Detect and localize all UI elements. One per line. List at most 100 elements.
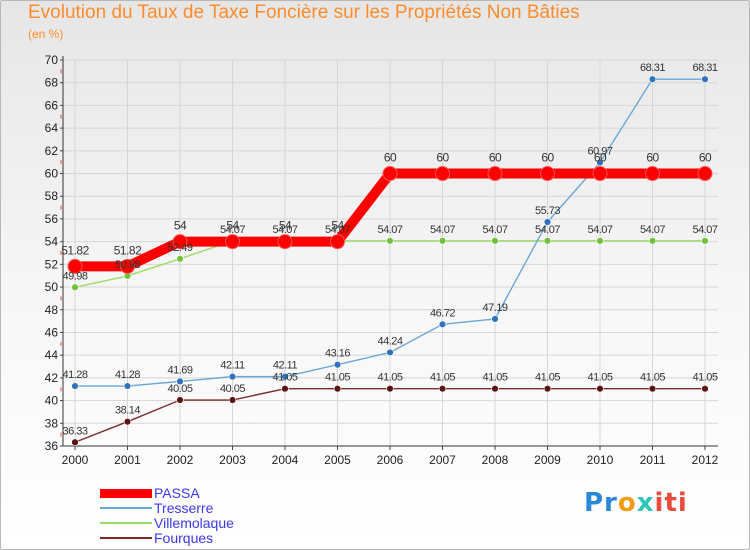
point-fourques-2007 [438,384,447,393]
data-label-fourques-2010: 41.05 [587,372,612,384]
logo-part-4: iti [654,488,688,518]
data-label-tresserre-2002: 41.69 [167,364,192,376]
legend-label-fourques: Fourques [154,530,214,546]
point-tresserre-2009 [543,218,552,226]
x-tick-label-2001: 2001 [114,453,141,467]
point-fourques-2006 [386,384,394,393]
point-fourques-2012 [701,384,709,393]
point-passa-2006 [382,166,398,182]
data-label-tresserre-2006: 44.24 [377,335,402,347]
point-fourques-2008 [491,384,499,393]
data-label-tresserre-2012: 68.31 [692,62,717,74]
data-label-fourques-2002: 40.05 [167,383,192,395]
data-label-passa-2003: 54 [226,219,239,233]
point-fourques-2004 [281,384,289,393]
data-label-villemolaque-2010: 54.07 [587,224,612,236]
data-label-villemolaque-2007: 54.07 [430,224,455,236]
x-tick-label-2004: 2004 [272,453,299,467]
point-villemolaque-2011 [648,237,657,245]
x-tick-label-2012: 2012 [692,453,719,467]
y-axis-ticks: 36 38 40 42 44 46 48 50 52 54 56 58 60 62 64 66 68 70 [45,53,63,453]
x-tick-label-2005: 2005 [324,453,351,467]
y-tick-label-62: 62 [45,144,59,158]
legend-label-passa: PASSA [154,485,200,501]
point-fourques-2001 [123,418,132,426]
data-label-villemolaque-2002: 52.49 [167,242,192,254]
point-fourques-2000 [71,438,79,446]
data-label-fourques-2008: 41.05 [482,372,507,384]
data-label-passa-2012: 60 [699,151,712,165]
point-fourques-2011 [648,384,657,393]
y-tick-label-58: 58 [45,189,59,203]
data-label-passa-2004: 54 [279,219,292,233]
point-villemolaque-2007 [438,237,447,245]
data-label-tresserre-2003: 42.11 [220,360,245,372]
data-label-fourques-2001: 38.14 [115,405,140,417]
point-tresserre-2007 [438,320,447,328]
y-tick-label-44: 44 [45,348,59,362]
data-label-fourques-2005: 41.05 [325,372,350,384]
point-villemolaque-2009 [543,237,552,245]
point-villemolaque-2006 [386,237,394,245]
point-passa-2007 [435,166,450,182]
point-villemolaque-2012 [701,237,709,245]
point-passa-2000 [67,258,83,274]
point-tresserre-2008 [491,315,499,323]
y-tick-label-56: 56 [45,212,59,226]
x-tick-label-2007: 2007 [429,453,456,467]
point-passa-2012 [697,166,713,182]
legend-swatch-villemolaque [100,522,152,524]
x-axis-ticks: 2000 2001 2002 2003 2004 2005 2006 2007 2008 2009… [62,446,719,467]
y-tick-label-38: 38 [45,416,59,430]
point-tresserre-2012 [701,75,709,83]
y-tick-label-70: 70 [45,53,59,67]
x-tick-label-2010: 2010 [587,453,614,467]
data-label-villemolaque-2005: 54.07 [325,224,350,236]
data-label-villemolaque-2001: 50.98 [115,259,140,271]
proxiti-logo: Proxiti [584,488,688,518]
chart-title: Evolution du Taux de Taxe Foncière sur l… [28,2,580,23]
data-labels-layer: 51.82 51.82 54 54 54 54 60 60 60 60 60 60 60 41.28 41.… [61,62,718,437]
data-label-villemolaque-2004: 54.07 [272,224,297,236]
y-tick-label-50: 50 [45,280,59,294]
data-label-tresserre-2008: 47.19 [482,302,507,314]
data-label-villemolaque-2009: 54.07 [535,224,560,236]
data-label-fourques-2004: 41.05 [272,372,297,384]
point-fourques-2009 [543,384,552,393]
data-label-tresserre-2007: 46.72 [430,307,455,319]
point-tresserre-2002 [176,377,184,386]
x-tick-label-2011: 2011 [640,453,666,467]
unit-label: (en %) [28,27,64,41]
data-label-villemolaque-2008: 54.07 [482,224,507,236]
y-tick-label-48: 48 [45,303,59,317]
data-label-villemolaque-2012: 54.07 [692,224,717,236]
y-tick-label-68: 68 [45,76,59,90]
data-label-fourques-2006: 41.05 [377,372,402,384]
x-tick-label-2002: 2002 [167,453,194,467]
data-label-passa-2006: 60 [384,151,397,165]
data-label-tresserre-2009: 55.73 [535,205,560,217]
data-label-tresserre-2010: 60.97 [587,146,612,158]
point-fourques-2005 [333,384,342,393]
logo-part-1: Pr [584,488,618,518]
legend-swatch-tresserre [100,507,152,509]
data-label-fourques-2003: 40.05 [220,383,245,395]
point-tresserre-2010 [596,158,604,167]
y-tick-label-52: 52 [45,257,59,271]
gridlines [63,59,718,447]
data-label-passa-2011: 60 [646,151,659,165]
y-tick-label-46: 46 [45,325,59,339]
point-villemolaque-2008 [491,237,499,245]
data-label-villemolaque-2006: 54.07 [377,224,402,236]
point-passa-2003 [225,234,240,250]
point-tresserre-2005 [333,361,342,369]
point-passa-2004 [277,234,293,250]
point-passa-2009 [540,166,555,182]
point-tresserre-2011 [648,75,657,83]
point-tresserre-2004 [281,372,289,381]
point-tresserre-2003 [228,372,237,381]
point-tresserre-2006 [386,348,394,357]
legend-label-villemolaque: Villemolaque [154,515,234,531]
y-tick-label-42: 42 [45,371,59,385]
logo-part-3: x [636,488,655,518]
